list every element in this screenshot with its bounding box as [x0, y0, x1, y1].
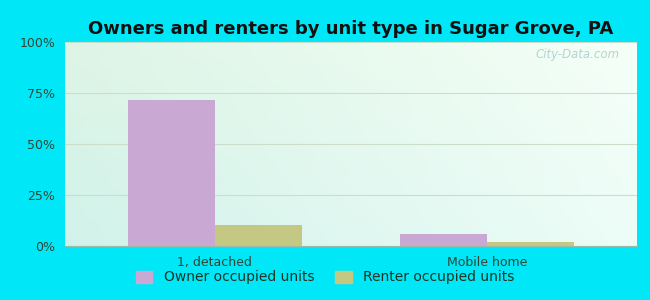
Bar: [488, 242, 575, 246]
Bar: [127, 100, 214, 246]
Bar: [214, 225, 302, 246]
Bar: [400, 234, 488, 246]
Legend: Owner occupied units, Renter occupied units: Owner occupied units, Renter occupied un…: [130, 265, 520, 290]
Title: Owners and renters by unit type in Sugar Grove, PA: Owners and renters by unit type in Sugar…: [88, 20, 614, 38]
Text: City-Data.com: City-Data.com: [536, 48, 620, 61]
